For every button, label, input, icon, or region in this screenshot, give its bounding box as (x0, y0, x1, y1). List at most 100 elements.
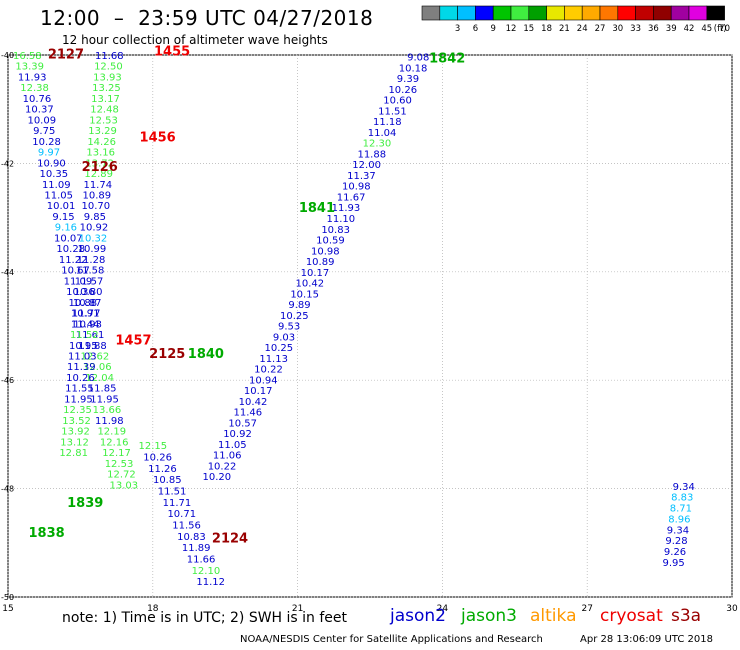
wave-height-label: 12.81 (59, 448, 88, 459)
wave-height-label: 11.06 (213, 451, 242, 462)
wave-height-label: 12.06 (83, 362, 112, 373)
wave-height-label: 13.92 (61, 427, 90, 438)
wave-height-label: 12.35 (63, 405, 92, 416)
scale-label: 70 (719, 24, 730, 34)
wave-height-label: 9.85 (84, 212, 106, 223)
wave-height-label: 12.04 (85, 373, 114, 384)
wave-height-label: 12.30 (363, 139, 392, 150)
footer-date: Apr 28 13:06:09 UTC 2018 (580, 634, 713, 645)
wave-height-label: 13.29 (88, 126, 117, 137)
wave-height-label: 11.18 (373, 117, 402, 128)
wave-height-label: 10.25 (265, 343, 294, 354)
x-tick-label: 21 (292, 604, 303, 614)
footer-note: note: 1) Time is in UTC; 2) SWH is in fe… (62, 610, 348, 626)
scale-label: 36 (648, 24, 659, 34)
wave-height-label: 11.22 (59, 255, 88, 266)
wave-height-label: 13.39 (15, 62, 44, 73)
wave-height-label: 9.15 (52, 212, 74, 223)
pass-time-label: 1840 (188, 347, 224, 362)
scale-label: 18 (541, 24, 552, 34)
wave-height-label: 12.48 (90, 105, 119, 116)
wave-height-label: 11.37 (347, 171, 376, 182)
wave-height-label: 9.26 (664, 547, 686, 558)
wave-height-label: 10.88 (68, 298, 97, 309)
wave-height-label: 10.70 (82, 201, 111, 212)
wave-height-label: 11.93 (18, 72, 47, 83)
scale-label: 6 (473, 24, 478, 34)
wave-height-label: 10.67 (61, 266, 90, 277)
wave-height-label: 10.95 (69, 341, 98, 352)
wave-height-label: 12.62 (81, 351, 110, 362)
wave-height-label: 10.92 (80, 223, 109, 234)
scale-label: 24 (577, 24, 588, 34)
legend-jason2: jason2 (390, 606, 446, 626)
wave-height-label: 11.26 (148, 464, 177, 475)
wave-height-label: 11.66 (187, 555, 216, 566)
x-tick-label: 24 (437, 604, 449, 614)
pass-time-label: 1841 (299, 201, 335, 216)
scale-label: 42 (684, 24, 695, 34)
page-title: 12:00 – 23:59 UTC 04/27/2018 (40, 6, 374, 30)
wave-height-label: 10.89 (82, 191, 111, 202)
legend-altika: altika (530, 606, 577, 626)
wave-height-label: 10.35 (40, 169, 69, 180)
wave-height-label: 10.99 (78, 244, 107, 255)
wave-height-label: 11.13 (259, 354, 288, 365)
wave-height-label: 11.46 (234, 408, 263, 419)
wave-height-label: 11.58 (76, 266, 105, 277)
wave-height-label: 11.68 (95, 51, 124, 62)
wave-height-label: 10.98 (311, 246, 340, 257)
wave-height-label: 12.16 (100, 437, 129, 448)
pass-time-label: 1839 (67, 496, 103, 511)
wave-height-label: 11.51 (378, 106, 407, 117)
wave-height-label: 9.28 (665, 536, 687, 547)
wave-height-label: 13.72 (85, 158, 114, 169)
wave-height-label: 10.93 (73, 319, 102, 330)
wave-height-label: 11.85 (88, 384, 117, 395)
wave-height-label: 11.05 (44, 191, 73, 202)
wave-height-label: 11.52 (70, 330, 99, 341)
wave-height-label: 10.28 (32, 137, 61, 148)
wave-height-label: 10.87 (73, 298, 102, 309)
wave-height-label: 10.36 (66, 287, 95, 298)
wave-height-label: 10.15 (290, 289, 319, 300)
pass-time-label: 1457 (115, 334, 151, 349)
wave-height-label: 11.10 (326, 214, 355, 225)
wave-height-label: 10.85 (153, 475, 182, 486)
wave-height-label: 13.17 (91, 94, 120, 105)
x-tick-label: 18 (147, 604, 159, 614)
y-tick-label: -42 (1, 159, 14, 168)
scale-label: 9 (490, 24, 495, 34)
wave-height-label: 10.59 (316, 236, 345, 247)
wave-height-label: 10.94 (249, 375, 278, 386)
wave-height-label: 10.17 (244, 386, 273, 397)
wave-height-label: 9.89 (288, 300, 310, 311)
wave-height-label: 10.57 (228, 418, 257, 429)
y-tick-label: -48 (1, 485, 14, 494)
wave-height-label: 11.98 (95, 416, 124, 427)
wave-height-label: 9.75 (33, 126, 55, 137)
scale-label: 30 (612, 24, 623, 34)
scale-label: 39 (666, 24, 677, 34)
wave-height-label: 10.26 (143, 453, 172, 464)
wave-height-label: 16.58 (13, 51, 42, 62)
wave-height-label: 10.07 (54, 233, 83, 244)
wave-height-label: 13.16 (86, 148, 115, 159)
wave-height-label: 12.17 (102, 448, 131, 459)
wave-height-label: 10.09 (27, 115, 56, 126)
scale-label: 12 (506, 24, 517, 34)
wave-height-label: 10.80 (74, 287, 103, 298)
wave-height-label: 10.32 (79, 233, 108, 244)
wave-height-label: 10.18 (399, 63, 428, 74)
wave-height-label: 11.09 (64, 276, 93, 287)
wave-height-label: 11.95 (64, 394, 93, 405)
y-tick-label: -46 (1, 376, 14, 385)
wave-height-label: 10.71 (167, 509, 196, 520)
wave-height-label: 10.01 (47, 201, 76, 212)
wave-height-label: 12.50 (94, 62, 123, 73)
wave-height-label: 9.53 (278, 322, 300, 333)
wave-height-label: 10.22 (208, 461, 237, 472)
wave-height-label: 10.20 (203, 472, 232, 483)
